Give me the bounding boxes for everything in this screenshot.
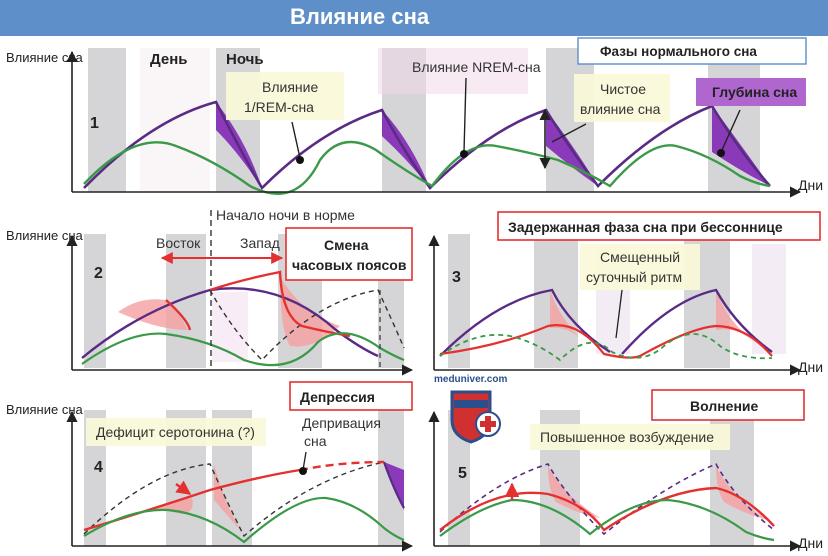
red-curve-dashed bbox=[299, 460, 385, 472]
sleep-depth-fill bbox=[712, 106, 770, 186]
panel-1: Влияние сна Дни 1 День Ночь Влияние 1/RE… bbox=[6, 37, 823, 198]
nrem-pointer bbox=[463, 77, 467, 153]
serotonin-label: Дефицит серотонина (?) bbox=[96, 424, 255, 440]
panel-4: Влияние сна 4 Депрессия Дефицит серотони… bbox=[6, 381, 414, 552]
panel-2: Влияние сна 2 Начало ночи в норме Восток… bbox=[6, 207, 414, 376]
mismatch-fill bbox=[716, 466, 768, 520]
mismatch-fill bbox=[214, 464, 240, 530]
deprivation-pointer bbox=[302, 451, 307, 471]
mismatch-fill bbox=[550, 290, 586, 344]
rem-callout-line2: 1/REM-сна bbox=[244, 99, 314, 115]
depth-haze bbox=[378, 48, 528, 94]
nrem-curve-dashed bbox=[83, 461, 385, 538]
pure-callout bbox=[574, 74, 670, 122]
y-axis-label: Влияние сна bbox=[6, 228, 84, 243]
night-label: Ночь bbox=[226, 51, 264, 68]
deprivation-dot bbox=[299, 467, 307, 475]
night-band bbox=[534, 234, 578, 368]
x-axis-label: Дни bbox=[798, 535, 823, 551]
phases-title-box bbox=[577, 37, 807, 65]
x-axis-label: Дни bbox=[798, 177, 823, 193]
shifted-callout bbox=[580, 244, 700, 290]
meduniver-badge: meduniver.com bbox=[434, 374, 507, 444]
rem-callout-line1: Влияние bbox=[262, 79, 318, 95]
panel-number: 1 bbox=[90, 115, 99, 132]
shield-stripe bbox=[454, 400, 488, 408]
y-axis-label: Влияние сна bbox=[6, 50, 84, 65]
dashed-night-band bbox=[212, 292, 248, 362]
rem-callout bbox=[226, 72, 344, 120]
sleep-diagram: Влияние сна Дни 1 День Ночь Влияние 1/RE… bbox=[6, 37, 823, 552]
shifted-callout-line2: суточный ритм bbox=[586, 269, 682, 285]
deprivation-line1: Депривация bbox=[302, 415, 381, 431]
deprivation-line2: сна bbox=[304, 433, 327, 449]
timezone-title-box bbox=[285, 227, 413, 281]
panel-number: 3 bbox=[452, 269, 461, 286]
rem-curve-dashed bbox=[439, 333, 773, 362]
rem-curve bbox=[83, 140, 771, 195]
depth-pointer bbox=[721, 109, 741, 151]
shifted-callout-line1: Смещенный bbox=[600, 249, 680, 265]
header-bar: Влияние сна bbox=[0, 0, 828, 36]
pure-callout-line1: Чистое bbox=[600, 81, 646, 97]
timezone-title-line2: часовых поясов bbox=[292, 257, 407, 273]
night-band bbox=[88, 48, 126, 192]
nrem-curve bbox=[83, 100, 771, 191]
nrem-curve bbox=[439, 288, 773, 357]
delayed-title-box bbox=[497, 211, 821, 241]
mismatch-fill bbox=[716, 290, 756, 344]
red-curve bbox=[165, 270, 351, 338]
y-axis-label: Влияние сна bbox=[6, 402, 84, 417]
arousal-callout bbox=[530, 424, 730, 450]
west-label: Запад bbox=[240, 235, 280, 251]
depression-title-box bbox=[289, 381, 413, 411]
worry-title-box bbox=[651, 389, 805, 421]
depression-title: Депрессия bbox=[300, 389, 375, 405]
east-label: Восток bbox=[156, 235, 201, 251]
arousal-label: Повышенное возбуждение bbox=[540, 429, 714, 445]
nrem-pointer-dot bbox=[460, 150, 468, 158]
nrem-curve-dashed bbox=[439, 462, 775, 536]
depth-pointer-dot bbox=[717, 149, 725, 157]
panel-5: Дни 5 Волнение Повышенное возбуждение bbox=[428, 389, 823, 552]
panel-number: 5 bbox=[458, 465, 467, 482]
mismatch-fill bbox=[118, 299, 188, 330]
nrem-curve bbox=[382, 461, 405, 509]
rem-curve bbox=[83, 496, 405, 544]
day-label: День bbox=[150, 51, 188, 68]
mismatch-fill bbox=[548, 466, 600, 518]
night-band bbox=[84, 234, 106, 368]
rem-pointer bbox=[291, 121, 301, 159]
red-curve bbox=[439, 324, 773, 359]
worry-title: Волнение bbox=[690, 398, 759, 414]
depth-label-box bbox=[696, 78, 806, 106]
serotonin-callout bbox=[86, 418, 266, 446]
page-title: Влияние сна bbox=[290, 4, 430, 29]
phases-title: Фазы нормального сна bbox=[600, 44, 757, 59]
panel-number: 2 bbox=[94, 265, 103, 282]
timezone-title-line1: Смена bbox=[324, 237, 369, 253]
shift-fill-band bbox=[752, 244, 786, 354]
rem-pointer-dot bbox=[296, 156, 304, 164]
red-arrow bbox=[175, 480, 192, 495]
cross-horizontal bbox=[480, 421, 496, 427]
depth-label: Глубина сна bbox=[712, 84, 797, 100]
day-band bbox=[140, 48, 210, 192]
delayed-title: Задержанная фаза сна при бессоннице bbox=[508, 219, 783, 235]
watermark-text: meduniver.com bbox=[434, 374, 507, 385]
shifted-pointer bbox=[615, 289, 623, 339]
nrem-curve bbox=[81, 287, 379, 359]
panel-3: Дни 3 Задержанная фаза сна при бессонниц… bbox=[428, 211, 823, 376]
panel-number: 4 bbox=[94, 459, 103, 476]
nrem-label: Влияние NREM-сна bbox=[412, 59, 541, 75]
pure-pointer bbox=[551, 123, 587, 143]
night-start-label: Начало ночи в норме bbox=[216, 207, 355, 223]
night-band bbox=[166, 234, 206, 368]
x-axis-label: Дни bbox=[798, 359, 823, 375]
pure-callout-line2: влияние сна bbox=[580, 101, 661, 117]
rem-curve bbox=[439, 498, 775, 542]
